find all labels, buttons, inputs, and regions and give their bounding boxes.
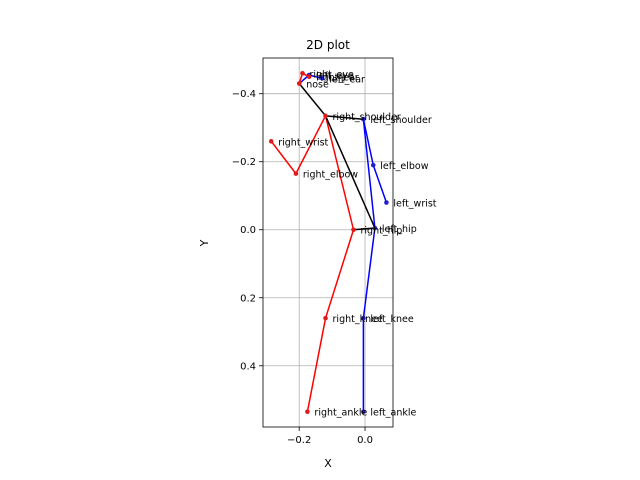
keypoint-label: right_wrist	[278, 137, 328, 148]
keypoint-marker	[268, 139, 274, 144]
keypoint-marker	[323, 113, 328, 119]
x-tick-label: −0.2	[287, 435, 311, 446]
keypoint-marker	[372, 225, 378, 231]
keypoint-label: right_ear	[316, 73, 359, 84]
skeleton-line	[362, 227, 376, 319]
x-tick-label: 0.0	[357, 435, 373, 446]
skeleton-line	[295, 115, 327, 174]
keypoint-label: right_knee	[333, 314, 383, 325]
axes-frame	[262, 57, 394, 428]
skeleton-line	[353, 227, 375, 231]
y-tick-label: 0.0	[240, 225, 256, 236]
keypoint-marker	[306, 74, 312, 80]
keypoint-label: right_hip	[361, 226, 403, 237]
y-tick-label: −0.4	[232, 89, 256, 100]
keypoint-marker	[305, 409, 310, 414]
y-axis-title: Y	[198, 239, 211, 247]
keypoint-marker	[323, 315, 328, 321]
keypoint-label: left_ear	[329, 74, 365, 85]
keypoint-label: left_ankle	[370, 408, 416, 419]
keypoint-marker	[384, 200, 389, 205]
keypoint-marker	[300, 71, 305, 76]
y-tick-label: 0.4	[240, 361, 256, 372]
keypoint-marker	[319, 76, 325, 81]
keypoint-label: left_shoulder	[370, 115, 431, 126]
keypoint-label: nose	[306, 80, 329, 91]
keypoint-label: right_eye	[309, 69, 354, 80]
keypoint-label: left_hip	[382, 224, 417, 235]
keypoint-label: left_knee	[370, 314, 414, 325]
skeleton-line	[325, 115, 364, 120]
keypoint-label: right_elbow	[303, 170, 358, 181]
axes: −0.2 0.0 −0.4 −0.2 0.0 0.2 0.4	[232, 57, 394, 446]
skeleton-line	[298, 83, 327, 117]
skeleton-line	[306, 318, 327, 412]
keypoint-marker	[296, 81, 302, 86]
keypoint-marker	[361, 315, 366, 321]
keypoint-marker	[351, 227, 356, 233]
skeleton-line	[324, 115, 355, 230]
keypoint-marker	[293, 171, 299, 176]
skeleton-line	[324, 115, 376, 229]
skeleton-line	[270, 140, 297, 175]
y-tick-label: −0.2	[232, 157, 256, 168]
chart-title: 2D plot	[306, 38, 350, 52]
keypoint-marker	[361, 116, 366, 122]
keypoint-marker	[361, 409, 366, 414]
keypoint-label: right_shoulder	[333, 112, 401, 123]
keypoint-marker	[370, 162, 376, 168]
keypoint-label: left_elbow	[380, 161, 428, 172]
keypoint-label: left_eye	[316, 71, 354, 82]
skeleton-line	[362, 119, 376, 229]
skeleton-line	[372, 164, 388, 203]
skeleton-line	[324, 229, 355, 319]
skeleton-line	[362, 119, 374, 166]
x-axis-title: X	[324, 457, 332, 470]
keypoint-label: right_ankle	[314, 408, 367, 419]
y-tick-label: 0.2	[240, 293, 256, 304]
keypoint-label: left_wrist	[393, 199, 436, 210]
plot-area: noseleft_eyeright_eyeleft_earright_earle…	[268, 69, 437, 419]
